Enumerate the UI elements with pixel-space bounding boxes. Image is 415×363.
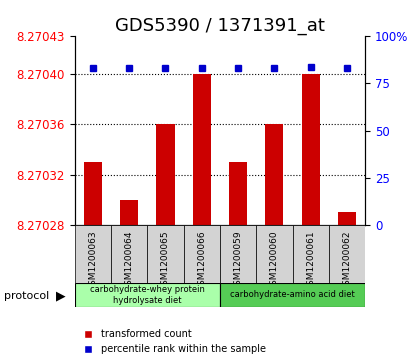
Text: carbohydrate-amino acid diet: carbohydrate-amino acid diet [230,290,355,299]
Text: GSM1200062: GSM1200062 [342,231,352,291]
FancyBboxPatch shape [183,225,220,283]
FancyBboxPatch shape [220,225,256,283]
FancyBboxPatch shape [220,283,365,307]
Text: ▶: ▶ [56,289,66,302]
Title: GDS5390 / 1371391_at: GDS5390 / 1371391_at [115,17,325,35]
Text: GSM1200059: GSM1200059 [234,231,243,291]
Bar [84,162,102,225]
Bar [302,74,320,225]
FancyBboxPatch shape [111,225,147,283]
Text: GSM1200064: GSM1200064 [124,231,134,291]
Bar [120,200,138,225]
Bar [156,125,175,225]
Bar [265,125,283,225]
FancyBboxPatch shape [293,225,329,283]
Bar [193,74,211,225]
Text: GSM1200066: GSM1200066 [197,231,206,291]
Text: GSM1200065: GSM1200065 [161,231,170,291]
FancyBboxPatch shape [147,225,183,283]
Text: GSM1200061: GSM1200061 [306,231,315,291]
Bar [338,212,356,225]
FancyBboxPatch shape [75,283,220,307]
FancyBboxPatch shape [75,225,111,283]
Bar [229,162,247,225]
Text: GSM1200060: GSM1200060 [270,231,279,291]
FancyBboxPatch shape [256,225,293,283]
FancyBboxPatch shape [329,225,365,283]
Text: GSM1200063: GSM1200063 [88,231,98,291]
Legend: transformed count, percentile rank within the sample: transformed count, percentile rank withi… [80,326,270,358]
Text: protocol: protocol [4,291,49,301]
Text: carbohydrate-whey protein
hydrolysate diet: carbohydrate-whey protein hydrolysate di… [90,285,205,305]
